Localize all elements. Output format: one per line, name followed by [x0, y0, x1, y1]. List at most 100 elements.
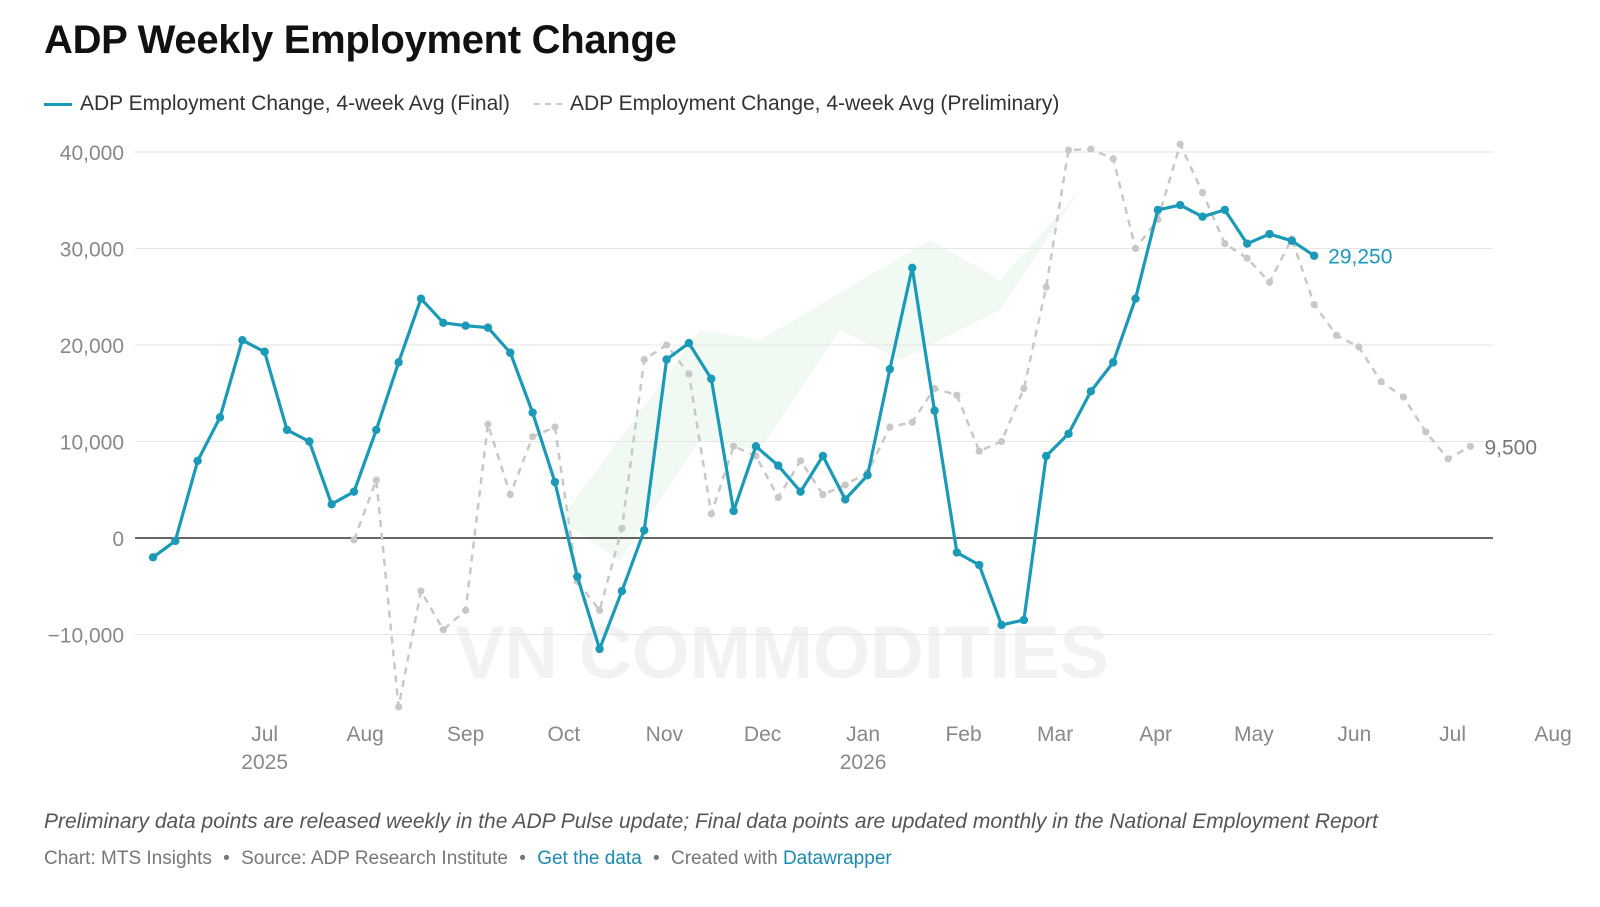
final-point [349, 487, 359, 496]
final-point [1042, 451, 1051, 461]
final-point [640, 526, 649, 535]
final-point [595, 644, 604, 654]
preliminary-point [908, 418, 916, 426]
y-tick-label: 20,000 [60, 335, 124, 358]
preliminary-point [1332, 331, 1341, 339]
legend-swatch-final [44, 102, 72, 106]
preliminary-point [596, 606, 604, 614]
grid-lines [135, 151, 1493, 635]
x-tick-label: Mar [1037, 723, 1073, 746]
preliminary-point [1042, 283, 1050, 291]
preliminary-point [1265, 278, 1274, 286]
preliminary-point [417, 587, 425, 595]
final-point [818, 451, 828, 461]
preliminary-point [685, 370, 693, 378]
final-point [1131, 294, 1140, 303]
preliminary-point [439, 626, 447, 634]
final-point [528, 408, 537, 417]
x-tick-label: Feb [945, 723, 981, 746]
x-tick-label: Apr [1139, 723, 1172, 746]
preliminary-point [529, 433, 537, 441]
final-point [1198, 212, 1207, 221]
chart-title: ADP Weekly Employment Change [44, 18, 677, 62]
final-point [1242, 239, 1252, 248]
x-tick-year-label: 2025 [241, 751, 288, 774]
series-layer [148, 140, 1475, 711]
final-point [1309, 251, 1319, 260]
get-the-data-link[interactable]: Get the data [537, 848, 642, 869]
legend-swatch-preliminary [533, 103, 562, 105]
final-point [1220, 205, 1230, 215]
x-tick-label: May [1234, 723, 1274, 746]
final-point [461, 321, 470, 330]
x-tick-label: Oct [548, 723, 581, 746]
preliminary-point [796, 457, 805, 465]
preliminary-point [551, 423, 559, 431]
final-point [148, 553, 158, 562]
legend-item-preliminary: ADP Employment Change, 4-week Avg (Preli… [533, 92, 1060, 116]
preliminary-point [372, 476, 380, 484]
legend-label-preliminary: ADP Employment Change, 4-week Avg (Preli… [569, 92, 1060, 115]
final-point [729, 506, 738, 516]
credit-separator: • [519, 848, 526, 869]
preliminary-point [1310, 300, 1318, 309]
legend-label-final: ADP Employment Change, 4-week Avg (Final… [80, 92, 510, 115]
final-point [975, 560, 984, 570]
final-point [506, 348, 515, 357]
preliminary-point [462, 606, 470, 614]
final-point [885, 364, 895, 374]
final-point [238, 335, 247, 345]
series-final [148, 200, 1319, 654]
x-tick-label: Jul [251, 723, 278, 746]
final-point [1153, 205, 1163, 215]
end-label-preliminary: 9,500 [1484, 436, 1537, 459]
x-tick-label: Aug [346, 723, 383, 746]
preliminary-point [1466, 442, 1475, 450]
credit-created-with: Created with [670, 848, 778, 869]
preliminary-point [1355, 343, 1363, 351]
final-point [684, 338, 694, 348]
preliminary-point [729, 442, 738, 450]
preliminary-point [1377, 378, 1385, 386]
preliminary-point [350, 536, 358, 544]
final-point [372, 425, 381, 435]
x-axis-ticks: Jul 2025 Aug Sep Oct Nov Dec Jan 2026 Feb Mar Apr Ma… [241, 723, 1571, 774]
preliminary-point [953, 391, 961, 399]
datawrapper-link[interactable]: Datawrapper [782, 848, 892, 869]
final-point [774, 461, 783, 470]
final-point [1265, 229, 1274, 239]
final-point [751, 442, 761, 451]
credit-source: Source: ADP Research Institute [241, 848, 508, 869]
preliminary-point [819, 490, 827, 499]
preliminary-point [886, 423, 894, 431]
y-tick-label: 30,000 [60, 239, 124, 262]
x-tick-label: Nov [646, 723, 684, 746]
watermark-arrow-graphic [560, 190, 1080, 560]
preliminary-point [618, 524, 626, 532]
final-point [997, 620, 1006, 630]
final-point [841, 495, 850, 504]
final-point [260, 347, 269, 356]
chart-footnote: Preliminary data points are released wee… [44, 810, 1378, 833]
final-point [617, 586, 627, 596]
x-tick-label: Dec [744, 723, 781, 746]
preliminary-point [1020, 384, 1028, 393]
line-chart: VN COMMODITIES 40,00030,00020,00010,0000… [48, 140, 1572, 774]
y-tick-label: 10,000 [60, 432, 124, 455]
preliminary-point [640, 355, 648, 364]
credit-chart: Chart: MTS Insights [44, 848, 212, 869]
legend-item-final: ADP Employment Change, 4-week Avg (Final… [44, 92, 510, 116]
y-tick-label: 40,000 [60, 142, 124, 165]
final-point [282, 425, 292, 435]
end-label-final: 29,250 [1328, 246, 1392, 269]
final-point [327, 500, 336, 509]
preliminary-point [1176, 140, 1184, 148]
x-tick-year-label: 2026 [840, 751, 887, 774]
preliminary-point [1131, 244, 1140, 253]
preliminary-point [841, 481, 849, 489]
preliminary-point [1399, 393, 1408, 401]
final-point [1019, 615, 1029, 625]
final-point [796, 487, 805, 496]
final-point [394, 358, 403, 367]
final-point [1108, 358, 1118, 367]
